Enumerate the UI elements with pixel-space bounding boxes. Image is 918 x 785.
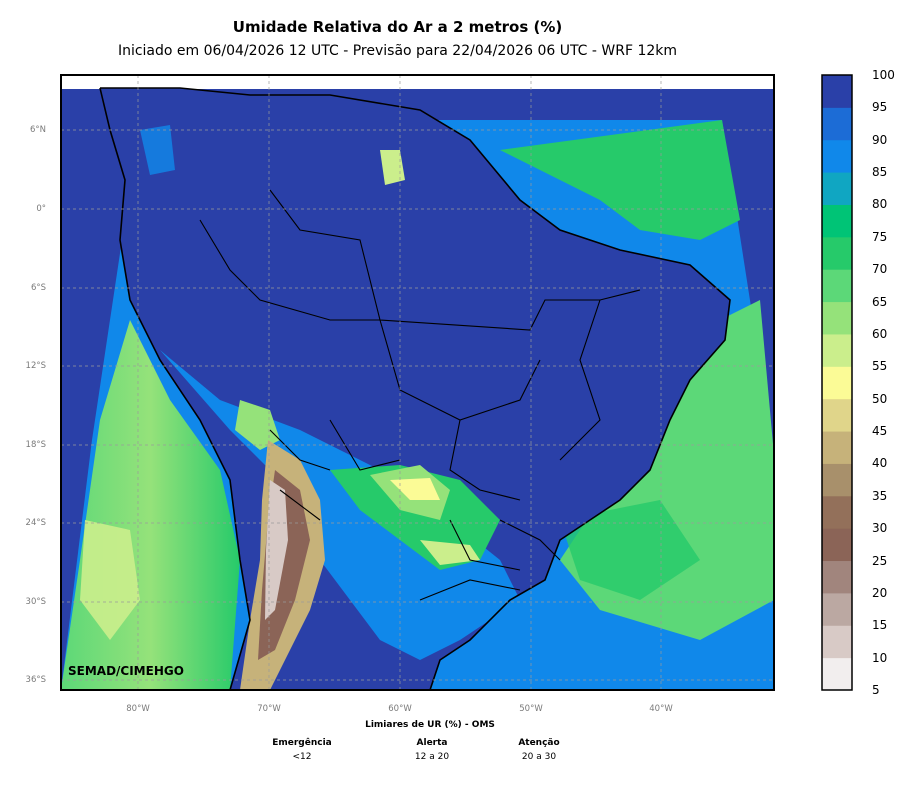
coastline-west xyxy=(99,87,251,690)
colorbar-swatch xyxy=(822,463,852,497)
lat-label: 18°S xyxy=(25,440,46,450)
lon-label: 80°W xyxy=(126,704,150,714)
colorbar-swatch xyxy=(822,107,852,141)
colorbar-swatch xyxy=(822,139,852,173)
colorbar-tick-label: 40 xyxy=(872,456,888,471)
pacific-dry-patch xyxy=(80,520,140,640)
lat-label: 12°S xyxy=(25,361,46,371)
lat-label: 6°S xyxy=(30,283,46,293)
map-frame xyxy=(60,74,775,691)
map-gridlines xyxy=(61,75,774,690)
oms-legend-title: Limiares de UR (%) - OMS xyxy=(365,720,495,730)
oms-level-range: <12 xyxy=(292,752,312,762)
colorbar-tick-label: 15 xyxy=(872,618,888,633)
colorbar-tick-label: 50 xyxy=(872,391,888,406)
colorbar-tick-label: 30 xyxy=(872,521,888,536)
colorbar-tick-label: 20 xyxy=(872,585,888,600)
colorbar-tick-label: 5 xyxy=(872,683,880,697)
map-title: Umidade Relativa do Ar a 2 metros (%) xyxy=(232,18,563,36)
colorbar-swatch xyxy=(822,301,852,335)
colorbar-tick-label: 25 xyxy=(872,553,888,568)
map-credit: SEMAD/CIMEHGO xyxy=(68,664,184,678)
oms-level-attention: Atenção 20 a 30 xyxy=(479,738,599,762)
oms-level-name: Alerta xyxy=(416,738,448,748)
colorbar-swatch xyxy=(822,172,852,205)
lon-label: 60°W xyxy=(388,704,412,714)
political-borders xyxy=(199,189,641,601)
atlantic-north-field xyxy=(500,120,740,240)
coastline-east xyxy=(100,87,731,690)
colorbar-tick-label: 55 xyxy=(872,359,888,374)
lat-label: 0° xyxy=(36,204,46,214)
lat-label: 24°S xyxy=(25,518,46,528)
colorbar-swatch xyxy=(822,431,852,464)
lon-label: 70°W xyxy=(257,704,281,714)
andes-core-strip xyxy=(265,480,288,620)
colorbar-tick-label: 80 xyxy=(872,197,888,212)
colorbar-swatch xyxy=(822,495,852,529)
colorbar-swatch xyxy=(822,366,852,400)
colorbar-swatch xyxy=(822,204,852,238)
colorbar-swatch xyxy=(822,560,852,594)
lon-label: 40°W xyxy=(649,704,673,714)
colorbar-tick-label: 60 xyxy=(872,326,888,341)
colorbar-tick-label: 35 xyxy=(872,488,888,503)
colorbar-swatch xyxy=(822,625,852,659)
colorbar-tick-label: 100 xyxy=(872,68,895,82)
colorbar-tick-label: 90 xyxy=(872,132,888,147)
colorbar xyxy=(821,74,853,691)
lon-label: 50°W xyxy=(519,704,543,714)
oms-level-name: Emergência xyxy=(272,738,332,748)
oms-level-alert: Alerta 12 a 20 xyxy=(372,738,492,762)
colorbar-swatch xyxy=(822,75,852,108)
colorbar-swatch xyxy=(822,236,852,270)
lat-label: 36°S xyxy=(25,675,46,685)
colorbar-swatch xyxy=(822,398,852,432)
colorbar-tick-label: 85 xyxy=(872,165,888,180)
colorbar-tick-label: 10 xyxy=(872,650,888,665)
oms-level-emergency: Emergência <12 xyxy=(242,738,362,762)
colorbar-swatch xyxy=(822,333,852,367)
colorbar-tick-label: 45 xyxy=(872,424,888,439)
lat-label: 30°S xyxy=(25,597,46,607)
colorbar-swatch xyxy=(822,269,852,303)
oms-level-range: 12 a 20 xyxy=(414,752,450,762)
colorbar-frame xyxy=(821,74,853,691)
colorbar-swatch xyxy=(822,592,852,626)
colorbar-tick-label: 75 xyxy=(872,229,888,244)
atlantic-mid-field xyxy=(560,500,700,600)
andes-north-field xyxy=(140,125,175,175)
oms-level-name: Atenção xyxy=(518,738,560,748)
colorbar-swatch xyxy=(822,657,852,691)
roraima-field xyxy=(380,150,405,185)
oms-level-range: 20 a 30 xyxy=(521,752,557,762)
parana-dry-field xyxy=(420,540,480,565)
colorbar-swatch xyxy=(822,528,852,562)
map-subtitle: Iniciado em 06/04/2026 12 UTC - Previsão… xyxy=(117,43,678,59)
colorbar-tick-label: 95 xyxy=(872,100,888,115)
colorbar-tick-label: 65 xyxy=(872,294,888,309)
colorbar-tick-label: 70 xyxy=(872,262,888,277)
chaco-driest-field xyxy=(390,478,440,500)
continent-humidity-field xyxy=(100,88,730,690)
lat-label: 6°N xyxy=(29,125,46,135)
